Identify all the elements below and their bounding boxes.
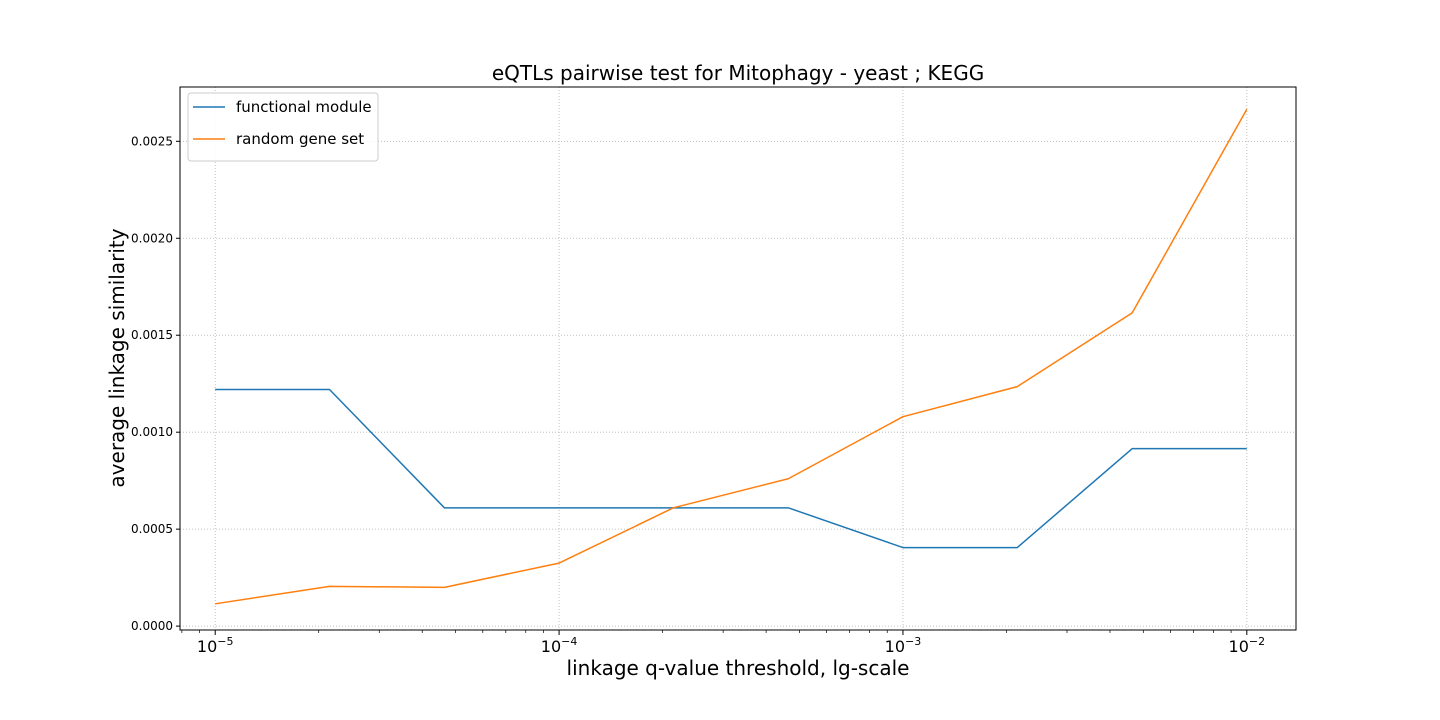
series-line-random-gene-set xyxy=(215,108,1248,605)
x-tick-exponent: −2 xyxy=(1249,635,1265,648)
axis-ticks: 0.00000.00050.00100.00150.00200.002510−5… xyxy=(131,134,1265,656)
x-tick-label: 10−3 xyxy=(885,635,922,656)
chart-title: eQTLs pairwise test for Mitophagy - yeas… xyxy=(492,61,984,85)
x-tick-label: 10−4 xyxy=(541,635,578,656)
x-tick-exponent: −3 xyxy=(905,635,921,648)
grid xyxy=(180,87,1296,630)
x-tick-exponent: −4 xyxy=(561,635,577,648)
x-tick-base: 10 xyxy=(197,637,217,656)
plot-frame xyxy=(179,86,1297,631)
x-axis-title: linkage q-value threshold, lg-scale xyxy=(567,656,910,680)
y-tick-label: 0.0020 xyxy=(131,231,173,245)
series-layer xyxy=(215,108,1248,605)
series-line-functional-module xyxy=(215,388,1247,549)
x-tick-exponent: −5 xyxy=(217,635,233,648)
x-tick-base: 10 xyxy=(885,637,905,656)
legend-label: functional module xyxy=(236,98,372,116)
y-tick-label: 0.0000 xyxy=(131,619,173,633)
y-tick-label: 0.0005 xyxy=(131,522,173,536)
legend-label: random gene set xyxy=(236,130,364,148)
x-tick-base: 10 xyxy=(541,637,561,656)
x-tick-label: 10−2 xyxy=(1229,635,1266,656)
y-tick-label: 0.0025 xyxy=(131,134,173,148)
x-tick-base: 10 xyxy=(1229,637,1249,656)
legend-box xyxy=(187,92,379,162)
legend: functional module random gene set xyxy=(187,92,379,162)
y-tick-label: 0.0015 xyxy=(131,328,173,342)
x-tick-label: 10−5 xyxy=(197,635,234,656)
y-tick-label: 0.0010 xyxy=(131,425,173,439)
y-axis-title: average linkage similarity xyxy=(105,228,129,487)
